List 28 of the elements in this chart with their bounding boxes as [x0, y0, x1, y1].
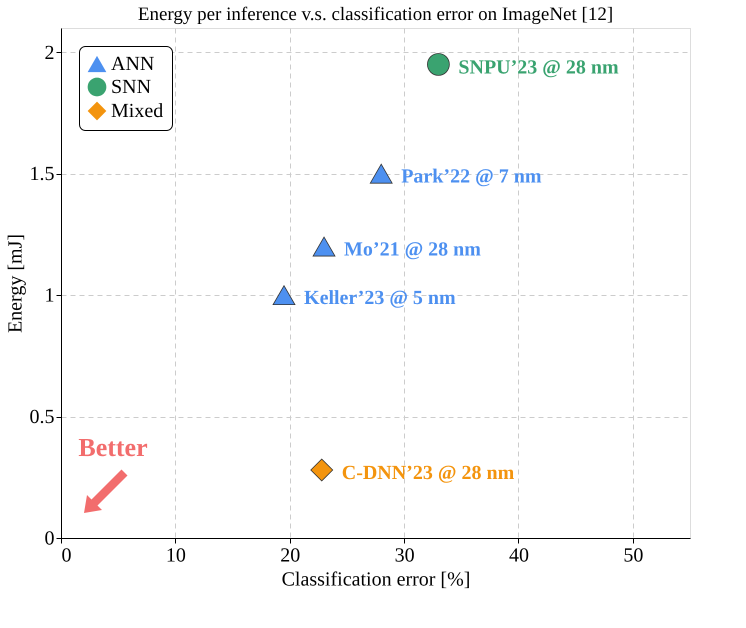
y-tick-label: 0 — [44, 528, 54, 550]
point — [272, 285, 296, 306]
point — [310, 458, 334, 482]
x-axis-title: Classification error [%] — [282, 568, 470, 590]
y-tick-label: 2 — [44, 42, 54, 64]
annotation: SNPU’23 @ 28 nm — [458, 56, 620, 78]
x-tick-label: 50 — [623, 544, 644, 566]
x-tick-label: 20 — [280, 544, 300, 566]
legend-label: Mixed — [111, 100, 164, 122]
point — [427, 53, 450, 76]
point — [370, 164, 393, 184]
annotation: Mo’21 @ 28 nm — [344, 238, 482, 261]
x-tick-label: 0 — [62, 544, 72, 566]
annotation: Keller’23 @ 5 nm — [304, 287, 456, 310]
legend-label: SNN — [111, 76, 152, 98]
y-tick-label: 0.5 — [30, 406, 54, 428]
legend-label: ANN — [111, 53, 154, 75]
annotation: C-DNN’23 @ 28 nm — [342, 462, 515, 484]
x-tick-label: 40 — [508, 544, 529, 566]
point — [312, 236, 336, 256]
y-tick-label: 1 — [44, 284, 54, 307]
annotation: Better — [78, 433, 148, 462]
chart-title: Energy per inference v.s. classification error on ImageNet [12] — [138, 4, 614, 25]
x-tick-label: 30 — [394, 544, 415, 566]
x-tick-label: 10 — [166, 544, 186, 566]
y-tick-label: 1.5 — [30, 163, 54, 186]
y-axis-title: Energy [mJ] — [4, 234, 26, 334]
annotation: Park’22 @ 7 nm — [401, 166, 542, 188]
